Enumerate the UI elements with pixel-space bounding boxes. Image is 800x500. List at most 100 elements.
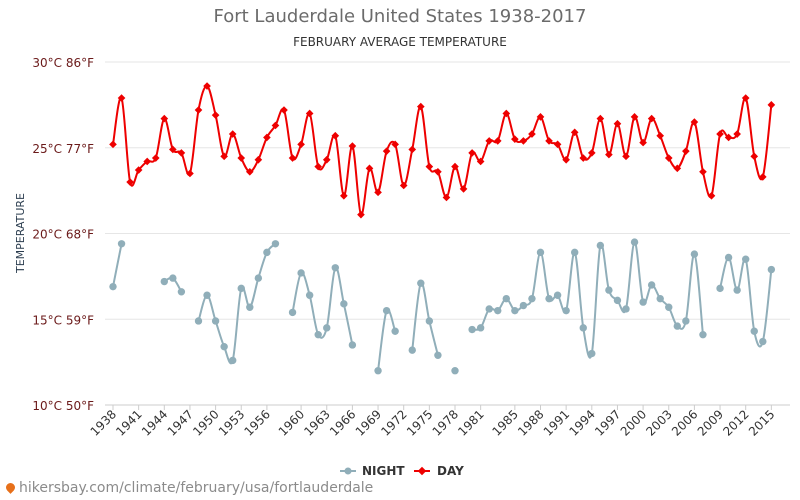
data-point-day[interactable]: [186, 169, 194, 178]
legend-day[interactable]: DAY: [414, 464, 464, 478]
data-point-day[interactable]: [741, 94, 750, 102]
data-point-night[interactable]: [647, 281, 656, 289]
data-point-night[interactable]: [553, 291, 562, 299]
data-point-day[interactable]: [314, 162, 323, 171]
data-point-night[interactable]: [211, 317, 220, 325]
data-point-night[interactable]: [314, 330, 322, 339]
data-point-night[interactable]: [425, 317, 434, 325]
data-point-night[interactable]: [229, 356, 237, 365]
data-point-night[interactable]: [494, 306, 502, 315]
data-point-night[interactable]: [673, 322, 681, 330]
data-point-day[interactable]: [271, 121, 280, 130]
data-point-night[interactable]: [511, 306, 519, 315]
data-point-night[interactable]: [117, 240, 126, 248]
data-point-day[interactable]: [348, 142, 357, 150]
data-point-night[interactable]: [716, 284, 724, 293]
data-point-night[interactable]: [254, 274, 263, 282]
data-point-day[interactable]: [528, 130, 536, 138]
data-point-day[interactable]: [297, 140, 305, 149]
data-point-night[interactable]: [690, 250, 699, 258]
data-point-night[interactable]: [519, 301, 528, 310]
data-point-day[interactable]: [613, 119, 622, 128]
data-point-day[interactable]: [425, 162, 434, 171]
data-point-day[interactable]: [570, 128, 579, 137]
data-point-night[interactable]: [742, 255, 750, 263]
data-point-night[interactable]: [323, 324, 331, 332]
data-point-day[interactable]: [733, 130, 741, 138]
data-point-night[interactable]: [536, 248, 545, 257]
data-point-night[interactable]: [408, 346, 416, 354]
data-point-day[interactable]: [340, 191, 348, 200]
data-point-night[interactable]: [630, 238, 639, 246]
data-point-day[interactable]: [322, 155, 331, 164]
data-point-night[interactable]: [596, 241, 605, 250]
data-point-night[interactable]: [451, 367, 459, 375]
data-point-day[interactable]: [288, 154, 297, 162]
data-point-night[interactable]: [545, 294, 553, 303]
data-point-night[interactable]: [733, 286, 741, 294]
data-point-night[interactable]: [391, 327, 399, 335]
data-point-day[interactable]: [485, 137, 494, 145]
data-point-day[interactable]: [117, 94, 126, 102]
data-point-night[interactable]: [605, 286, 613, 294]
data-point-night[interactable]: [160, 277, 168, 286]
data-point-night[interactable]: [724, 253, 733, 262]
data-point-night[interactable]: [348, 341, 357, 349]
data-point-night[interactable]: [331, 264, 339, 272]
data-point-day[interactable]: [382, 147, 391, 155]
data-point-day[interactable]: [109, 140, 117, 149]
data-point-night[interactable]: [109, 282, 117, 291]
data-point-day[interactable]: [750, 152, 759, 161]
data-point-night[interactable]: [434, 351, 442, 359]
data-point-night[interactable]: [665, 303, 673, 311]
data-point-day[interactable]: [767, 101, 776, 109]
data-point-day[interactable]: [280, 106, 288, 114]
data-point-day[interactable]: [408, 145, 417, 154]
data-point-day[interactable]: [630, 113, 639, 121]
data-point-day[interactable]: [357, 210, 365, 219]
data-point-day[interactable]: [169, 145, 177, 154]
source-link[interactable]: hikersbay.com/climate/february/usa/fortl…: [4, 480, 373, 496]
legend[interactable]: NIGHT DAY: [340, 464, 464, 478]
data-point-night[interactable]: [571, 248, 579, 257]
data-point-night[interactable]: [468, 325, 476, 334]
data-point-day[interactable]: [579, 154, 588, 162]
data-point-night[interactable]: [194, 317, 203, 325]
data-point-night[interactable]: [476, 324, 485, 332]
data-point-night[interactable]: [767, 265, 776, 274]
legend-night[interactable]: NIGHT: [340, 464, 405, 478]
data-point-night[interactable]: [220, 342, 228, 351]
data-point-day[interactable]: [699, 167, 707, 176]
data-point-night[interactable]: [485, 305, 493, 313]
data-point-day[interactable]: [434, 167, 442, 176]
data-point-night[interactable]: [340, 300, 348, 308]
data-point-night[interactable]: [528, 294, 536, 303]
data-point-day[interactable]: [553, 140, 562, 149]
data-point-night[interactable]: [374, 367, 382, 375]
data-point-night[interactable]: [750, 327, 758, 335]
data-point-day[interactable]: [493, 137, 502, 145]
data-point-night[interactable]: [417, 279, 425, 287]
data-point-day[interactable]: [536, 113, 545, 121]
data-point-day[interactable]: [545, 137, 553, 145]
data-point-night[interactable]: [382, 306, 391, 315]
data-point-night[interactable]: [203, 291, 211, 299]
data-point-night[interactable]: [613, 296, 622, 305]
data-point-day[interactable]: [690, 118, 699, 126]
data-point-night[interactable]: [579, 324, 587, 332]
data-point-day[interactable]: [682, 147, 690, 155]
data-point-day[interactable]: [451, 162, 459, 171]
data-point-day[interactable]: [758, 173, 767, 181]
data-point-night[interactable]: [271, 240, 280, 248]
data-point-night[interactable]: [622, 305, 630, 313]
data-point-night[interactable]: [639, 298, 647, 306]
data-point-night[interactable]: [588, 349, 596, 358]
data-point-night[interactable]: [177, 288, 186, 296]
data-point-day[interactable]: [237, 154, 246, 162]
data-point-night[interactable]: [759, 337, 767, 346]
data-point-day[interactable]: [673, 164, 682, 173]
data-point-day[interactable]: [587, 149, 596, 157]
data-point-night[interactable]: [656, 294, 664, 303]
data-point-day[interactable]: [160, 114, 169, 123]
data-point-day[interactable]: [605, 150, 613, 159]
